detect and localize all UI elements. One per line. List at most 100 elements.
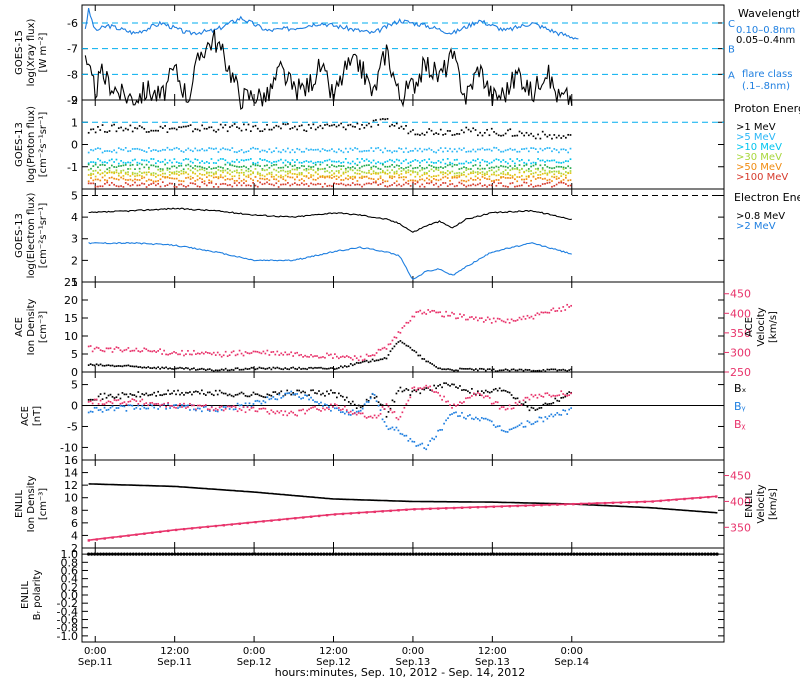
data-point [548,394,551,396]
data-point [539,170,542,173]
data-point [275,178,278,181]
data-point [709,552,713,556]
data-point [554,368,557,371]
data-point [541,149,544,152]
data-point [367,355,370,357]
data-point [245,180,248,182]
data-point [214,354,217,356]
data-point [536,312,539,315]
data-point [534,137,537,140]
data-point [296,414,299,417]
data-point [525,175,528,178]
data-point [518,171,521,174]
data-point [273,168,275,171]
data-point [342,126,345,129]
data-point [215,162,217,164]
data-point [252,406,255,409]
data-point [363,403,366,406]
data-point [155,395,158,397]
data-point [546,165,549,168]
data-point [587,552,591,556]
data-point [127,168,129,170]
data-point [442,176,444,179]
data-point [129,393,132,395]
data-point [206,368,209,371]
data-point [192,176,194,179]
data-point [387,428,390,431]
data-point [423,148,426,151]
data-point [361,170,363,173]
data-point [171,404,173,407]
data-point [393,345,396,348]
data-point [204,394,207,396]
data-point [465,169,468,171]
data-point [254,164,257,167]
data-point [373,414,376,417]
data-point [446,130,449,132]
data-point [481,159,484,161]
data-point [481,173,484,176]
data-point [120,185,122,187]
y-tick-label: 4 [71,529,78,542]
data-point [437,367,439,370]
data-point [509,165,512,167]
data-point [99,173,102,176]
data-point [451,170,454,173]
data-point [194,180,197,182]
data-point [429,385,432,388]
data-point [113,177,115,180]
data-point [495,174,498,177]
data-point [509,177,512,179]
data-point [173,165,176,168]
data-point [423,447,426,449]
data-point [530,423,533,426]
data-point [310,552,314,556]
data-point [192,130,194,133]
data-point [407,166,410,169]
data-point [521,184,523,187]
data-point [310,515,313,518]
data-point [578,552,582,556]
y-tick-label: 12 [64,479,78,492]
data-point [292,552,296,556]
data-point [155,367,158,370]
data-point [328,367,330,370]
data-point [276,398,279,401]
data-point [316,401,318,403]
data-point [423,171,426,174]
data-point [258,408,261,410]
data-point [238,392,241,395]
data-point [212,351,215,354]
data-point [238,552,243,556]
data-point [182,168,185,171]
data-point [161,160,164,163]
data-point [417,387,420,390]
data-point [300,391,302,394]
data-point [415,445,418,447]
data-point [432,177,435,180]
data-point [298,172,301,174]
data-point [500,319,503,322]
data-point [232,405,235,407]
data-point [131,173,134,176]
data-point [372,552,377,556]
data-point [340,168,343,171]
data-point [115,365,118,368]
data-point [238,174,241,177]
data-point [189,391,191,393]
y-tick-label: -1 [67,161,78,174]
data-point [349,176,352,178]
data-point [90,161,92,163]
data-point [451,177,454,179]
data-point [287,147,289,150]
data-point [293,125,296,128]
data-point [490,161,493,164]
data-point [544,169,546,172]
data-point [369,415,372,418]
data-point [433,384,436,387]
data-point [486,390,489,393]
data-point [178,148,180,150]
data-point [189,182,192,184]
data-point [430,168,433,171]
data-point [510,428,513,430]
